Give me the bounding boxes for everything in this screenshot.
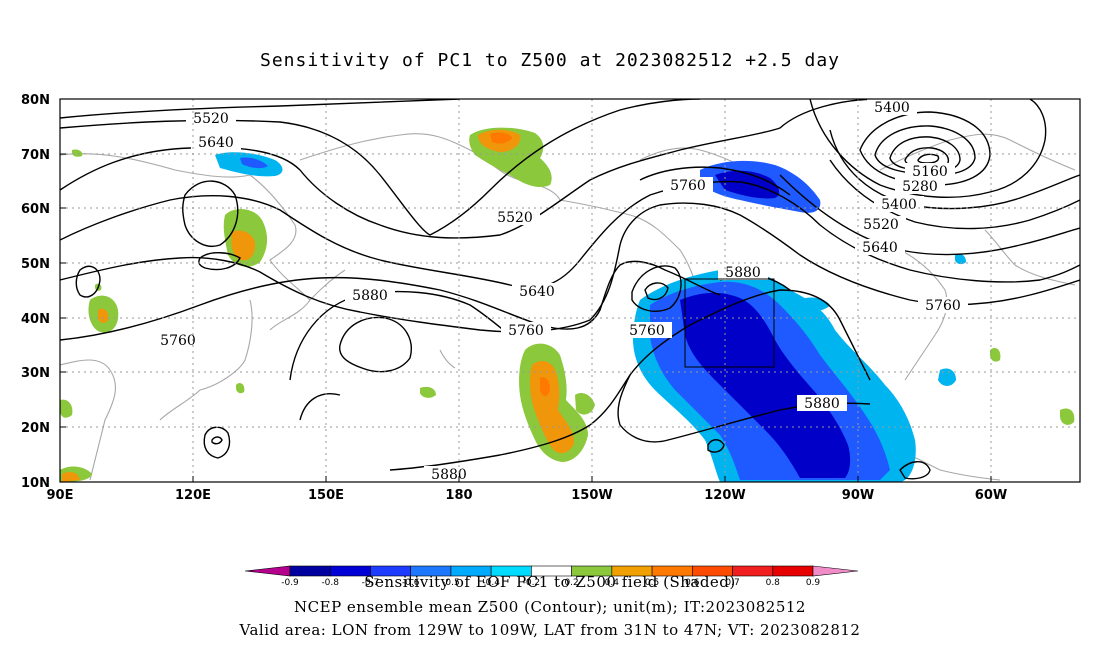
negative-sensitivity-shading — [215, 152, 966, 482]
contour-label: 5280 — [902, 179, 938, 195]
contour-label: 5880 — [804, 396, 840, 412]
colorbar-segment — [812, 565, 859, 577]
chart-title: Sensitivity of PC1 to Z500 at 2023082512… — [259, 50, 840, 71]
contour-label: 5760 — [629, 323, 665, 339]
contour-label: 5640 — [519, 284, 555, 300]
lon-label: 180 — [445, 488, 472, 503]
lon-label: 90E — [47, 488, 74, 503]
lat-label: 70N — [21, 148, 50, 163]
colorbar-tick-label: 0.9 — [806, 578, 821, 588]
colorbar-tick-label: -0.6 — [402, 578, 420, 588]
contour-label: 5400 — [874, 100, 910, 116]
lat-label: 60N — [21, 202, 50, 217]
contour-label: 5640 — [862, 240, 898, 256]
lon-label: 120E — [175, 488, 211, 503]
contour-label: 5760 — [508, 323, 544, 339]
colorbar-tick-label: -0.2 — [523, 578, 541, 588]
lon-label: 120W — [704, 488, 745, 503]
positive-sensitivity-shading — [60, 127, 1075, 482]
valid-area-box — [684, 278, 775, 368]
contour-label: 5520 — [497, 210, 533, 226]
colorbar-tick-label: 0.4 — [605, 578, 620, 588]
contour-label: 5880 — [352, 288, 388, 304]
colorbar-tick-label: -0.9 — [281, 578, 299, 588]
contour-label: 5640 — [198, 135, 234, 151]
colorbar-tick-label: -0.4 — [482, 578, 500, 588]
contour-label: 5760 — [160, 333, 196, 349]
contour-label: 5400 — [881, 197, 917, 213]
caption-valid-area: Valid area: LON from 129W to 109W, LAT f… — [239, 621, 861, 639]
lon-label: 150W — [571, 488, 612, 503]
lat-label: 50N — [21, 257, 50, 272]
contour-label: 5880 — [431, 467, 467, 483]
latitude-labels: 80N 70N 60N 50N 40N 30N 20N 10N — [21, 93, 50, 491]
lon-label: 60W — [975, 488, 1007, 503]
contour-label: 5520 — [863, 217, 899, 233]
lat-label: 40N — [21, 312, 50, 327]
lon-label: 90W — [842, 488, 874, 503]
plot-frame — [59, 98, 1081, 483]
contour-label: 5880 — [725, 265, 761, 281]
colorbar-tick-label: 0.5 — [645, 578, 659, 588]
axis-ticks — [60, 98, 992, 483]
caption-contour: NCEP ensemble mean Z500 (Contour); unit(… — [294, 598, 806, 616]
contour-label: 5520 — [193, 111, 229, 127]
lat-label: 10N — [21, 476, 50, 491]
colorbar-tick-label: -0.8 — [321, 578, 339, 588]
contour-label: 5160 — [912, 164, 948, 180]
colorbar-tick-label: 0.7 — [725, 578, 739, 588]
colorbar-tick-label: 0.2 — [564, 578, 578, 588]
lat-label: 20N — [21, 421, 50, 436]
lat-label: 30N — [21, 366, 50, 381]
longitude-labels: 90E 120E 150E 180 150W 120W 90W 60W — [47, 488, 1008, 503]
lon-label: 150E — [308, 488, 344, 503]
colorbar-tick-label: 0.6 — [685, 578, 700, 588]
contour-labels: 5520 5640 5520 5400 5160 5280 5400 5520 … — [153, 99, 968, 483]
lat-label: 80N — [21, 93, 50, 108]
colorbar-tick-label: 0.8 — [766, 578, 781, 588]
contour-label: 5760 — [925, 298, 961, 314]
colorbar-tick-label: -0.5 — [442, 578, 460, 588]
graticule — [60, 99, 1080, 482]
colorbar-tick-label: -0.7 — [362, 578, 380, 588]
contour-label: 5760 — [670, 178, 706, 194]
colorbar: -0.9 -0.8 -0.7 -0.6 -0.5 -0.4 -0.2 0.2 0.4 0.5 0.6… — [244, 565, 859, 588]
caption-shading: Sensitivity of EOF PC1 to Z500 field (Sh… — [364, 573, 736, 591]
